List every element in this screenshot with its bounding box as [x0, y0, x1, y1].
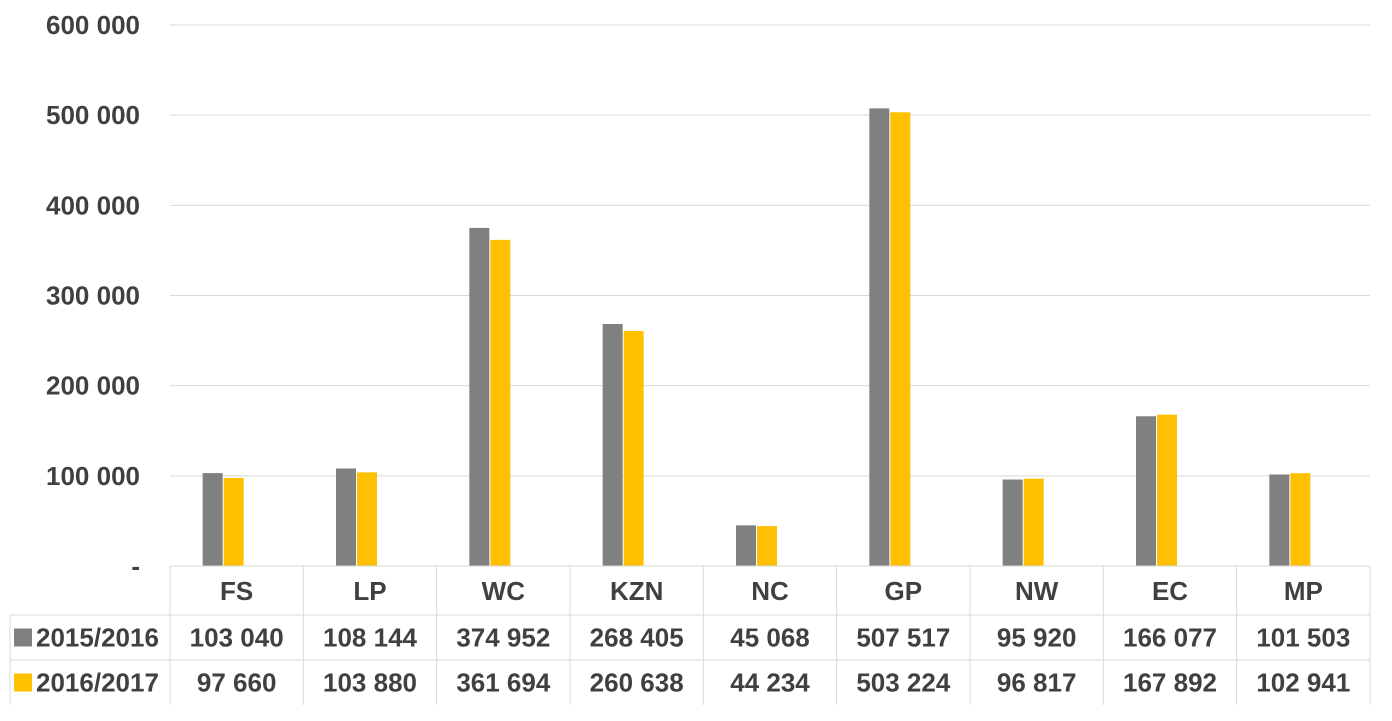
bar: [469, 227, 490, 566]
bar: [223, 477, 244, 566]
bar: [336, 468, 356, 566]
x-category-label: NW: [1015, 576, 1059, 606]
data-table-value: 108 144: [323, 623, 418, 653]
bar: [602, 323, 623, 566]
bar: [757, 526, 777, 566]
bar: [869, 108, 890, 566]
x-category-label: FS: [220, 576, 253, 606]
series-name: 2016/2017: [36, 668, 159, 698]
y-tick-label: 400 000: [46, 190, 140, 220]
data-table-value: 96 817: [997, 668, 1077, 698]
data-table-value: 101 503: [1256, 623, 1350, 653]
data-table-value: 103 040: [190, 623, 284, 653]
x-category-label: GP: [885, 576, 923, 606]
bar: [890, 112, 911, 566]
series-name: 2015/2016: [36, 623, 159, 653]
data-table-value: 103 880: [323, 668, 417, 698]
y-tick-label: -: [131, 551, 140, 581]
data-table-value: 374 952: [456, 623, 550, 653]
bar: [1136, 416, 1156, 566]
y-tick-label: 200 000: [46, 371, 140, 401]
x-category-label: WC: [482, 576, 526, 606]
bar: [623, 330, 644, 566]
data-table-value: 45 068: [730, 623, 810, 653]
bar: [490, 239, 511, 567]
data-table-value: 95 920: [997, 623, 1077, 653]
data-table-value: 361 694: [456, 668, 551, 698]
y-tick-label: 500 000: [46, 100, 140, 130]
bar: [1002, 479, 1023, 566]
bar: [1023, 478, 1044, 566]
bar: [202, 473, 223, 566]
x-category-label: MP: [1284, 576, 1323, 606]
y-tick-label: 600 000: [46, 10, 140, 40]
bar: [357, 472, 377, 566]
data-table-value: 503 224: [856, 668, 951, 698]
data-table-value: 260 638: [590, 668, 684, 698]
data-table-value: 167 892: [1123, 668, 1217, 698]
legend-key: [14, 628, 32, 647]
y-tick-label: 300 000: [46, 281, 140, 311]
bar: [1290, 473, 1311, 566]
data-table-value: 268 405: [590, 623, 684, 653]
x-category-label: KZN: [610, 576, 663, 606]
x-category-label: EC: [1152, 576, 1188, 606]
x-category-label: LP: [353, 576, 386, 606]
data-table-value: 166 077: [1123, 623, 1217, 653]
data-table-value: 507 517: [856, 623, 950, 653]
data-table-value: 44 234: [730, 668, 810, 698]
x-category-label: NC: [751, 576, 789, 606]
bar: [1157, 414, 1177, 566]
bar: [736, 525, 756, 566]
data-table-value: 97 660: [197, 668, 277, 698]
data-table-value: 102 941: [1256, 668, 1350, 698]
bar: [1269, 474, 1290, 566]
y-tick-label: 100 000: [46, 461, 140, 491]
legend-key: [14, 673, 32, 692]
